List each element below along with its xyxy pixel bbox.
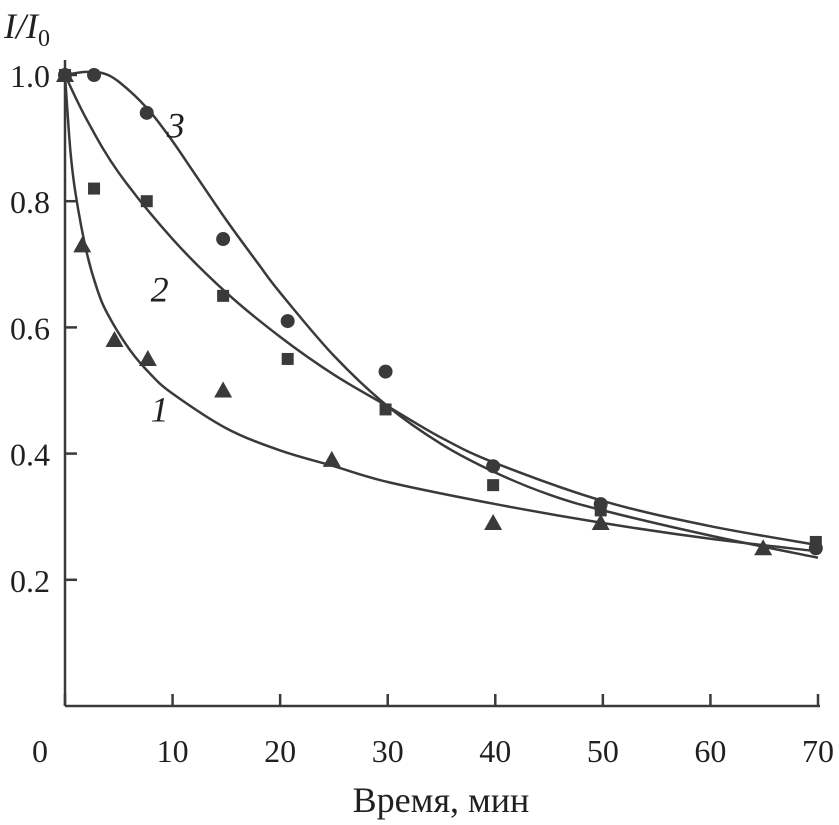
marker-circle-series-3 <box>139 105 154 120</box>
axes: 10 20 30 40 50 60 700.20.40.60.81.0 <box>10 58 834 769</box>
marker-circle-series-3 <box>808 541 823 556</box>
x-tick-label: 60 <box>694 733 726 769</box>
marker-circle-series-3 <box>486 459 501 474</box>
x-tick-label: 70 <box>802 733 834 769</box>
marker-circle-series-3 <box>280 314 295 329</box>
marker-triangle-series-1 <box>73 236 92 253</box>
series-label-1: 1 <box>151 389 169 429</box>
marker-circle-series-3 <box>378 364 393 379</box>
origin-label: 0 <box>32 733 48 769</box>
series-label-2: 2 <box>151 270 169 310</box>
y-tick-label: 1.0 <box>10 58 50 94</box>
series-label-3: 3 <box>166 105 185 145</box>
marker-square-series-2 <box>217 289 230 302</box>
data-markers <box>56 66 823 556</box>
marker-triangle-series-1 <box>484 514 503 531</box>
x-tick-label: 20 <box>264 733 296 769</box>
marker-triangle-series-1 <box>754 539 773 556</box>
labels: I/I0 Время, мин 0 1 2 3 <box>3 6 529 820</box>
y-tick-label: 0.6 <box>10 310 50 346</box>
x-tick-label: 50 <box>587 733 619 769</box>
marker-circle-series-3 <box>87 68 102 82</box>
marker-square-series-2 <box>140 195 153 208</box>
x-axis-title: Время, мин <box>353 780 530 820</box>
marker-triangle-series-1 <box>591 514 610 531</box>
x-tick-label: 30 <box>372 733 404 769</box>
marker-triangle-series-1 <box>214 381 233 398</box>
marker-circle-series-3 <box>58 68 72 82</box>
y-tick-label: 0.4 <box>10 437 50 473</box>
marker-triangle-series-1 <box>105 331 124 348</box>
marker-triangle-series-1 <box>138 349 157 366</box>
marker-square-series-2 <box>379 403 392 416</box>
y-tick-label: 0.8 <box>10 184 50 220</box>
x-tick-label: 10 <box>157 733 189 769</box>
y-axis-title: I/I0 <box>3 6 50 52</box>
marker-square-series-2 <box>487 479 500 492</box>
y-tick-label: 0.2 <box>10 563 50 599</box>
marker-circle-series-3 <box>216 232 231 247</box>
marker-circle-series-3 <box>593 497 608 512</box>
marker-triangle-series-1 <box>322 450 341 467</box>
x-tick-label: 40 <box>479 733 511 769</box>
curve-series-2 <box>63 74 819 547</box>
marker-square-series-2 <box>88 182 101 195</box>
marker-square-series-2 <box>281 352 294 365</box>
curve-series-3 <box>64 70 819 559</box>
curve-series-1 <box>63 74 819 553</box>
